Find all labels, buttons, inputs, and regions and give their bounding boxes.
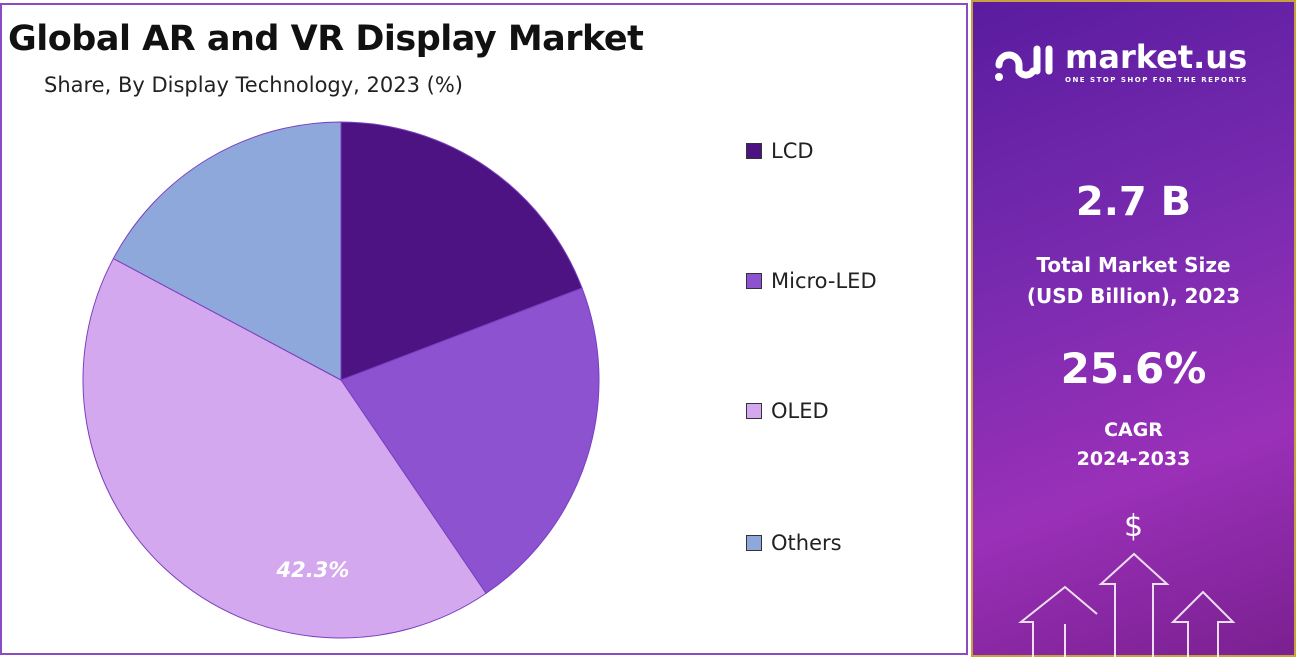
logo-mark-icon [995, 45, 1053, 81]
cagr-period: 2024-2033 [1076, 448, 1191, 470]
market-size-value: 2.7 B [1075, 179, 1192, 225]
cagr-value: 25.6% [1060, 344, 1207, 393]
growth-arrows-icon [1018, 552, 1236, 659]
summary-panel: market.us ONE STOP SHOP FOR THE REPORTS … [971, 0, 1296, 659]
pie-slice-lcd [340, 121, 583, 381]
legend-swatch [746, 535, 762, 551]
cagr-label: CAGR [1104, 419, 1163, 441]
pie-slice-oled [82, 257, 487, 639]
legend-item-oled: OLED [746, 398, 829, 424]
pie-slice-micro-led [340, 287, 600, 595]
legend-item-lcd: LCD [746, 138, 814, 164]
chart-title: Global AR and VR Display Market [8, 19, 644, 59]
market-size-label: Total Market Size [1036, 253, 1231, 277]
dollar-icon: $ [1123, 509, 1144, 544]
legend-label: Others [771, 531, 842, 555]
pie-chart: 42.3% [82, 121, 600, 639]
brand-name: market.us [1065, 38, 1248, 76]
legend-item-micro-led: Micro-LED [746, 268, 877, 294]
brand-logo: market.us ONE STOP SHOP FOR THE REPORTS [993, 40, 1248, 85]
legend-swatch [746, 143, 762, 159]
chart-panel [0, 3, 968, 655]
legend-swatch [746, 403, 762, 419]
legend-label: LCD [771, 139, 814, 163]
pie-slice-others [112, 121, 342, 381]
brand-tagline: ONE STOP SHOP FOR THE REPORTS [1065, 76, 1248, 84]
legend-label: Micro-LED [771, 269, 877, 293]
legend-swatch [746, 273, 762, 289]
legend-label: OLED [771, 399, 829, 423]
data-label-oled: 42.3% [276, 558, 350, 582]
chart-subtitle: Share, By Display Technology, 2023 (%) [44, 73, 463, 97]
market-size-unit: (USD Billion), 2023 [1026, 284, 1241, 308]
legend-item-others: Others [746, 530, 842, 556]
